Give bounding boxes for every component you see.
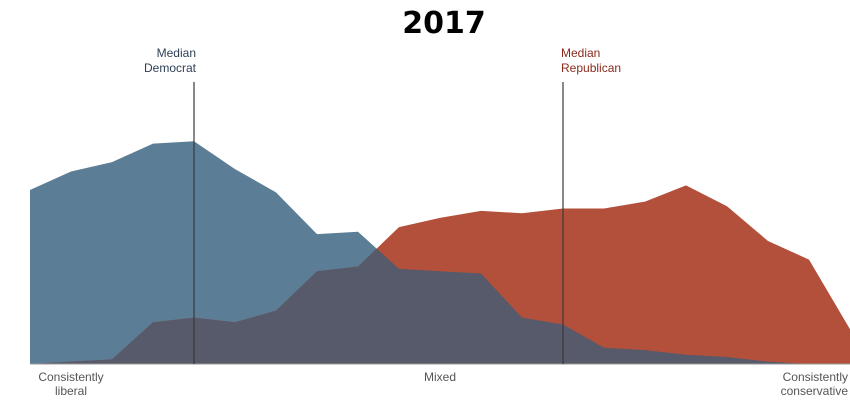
republican-median-label: Median Republican (561, 46, 621, 75)
democrat-area (30, 141, 850, 364)
x-label-0: Consistently liberal (38, 370, 103, 398)
x-label-1: Mixed (424, 370, 456, 384)
plot-area (30, 141, 850, 365)
democrat-median-label: Median Democrat (144, 46, 197, 75)
label-layer: Median Democrat Median Republican Consistent… (38, 46, 848, 398)
x-label-2: Consistently conservative (781, 370, 849, 398)
chart-title: 2017 (402, 6, 486, 41)
